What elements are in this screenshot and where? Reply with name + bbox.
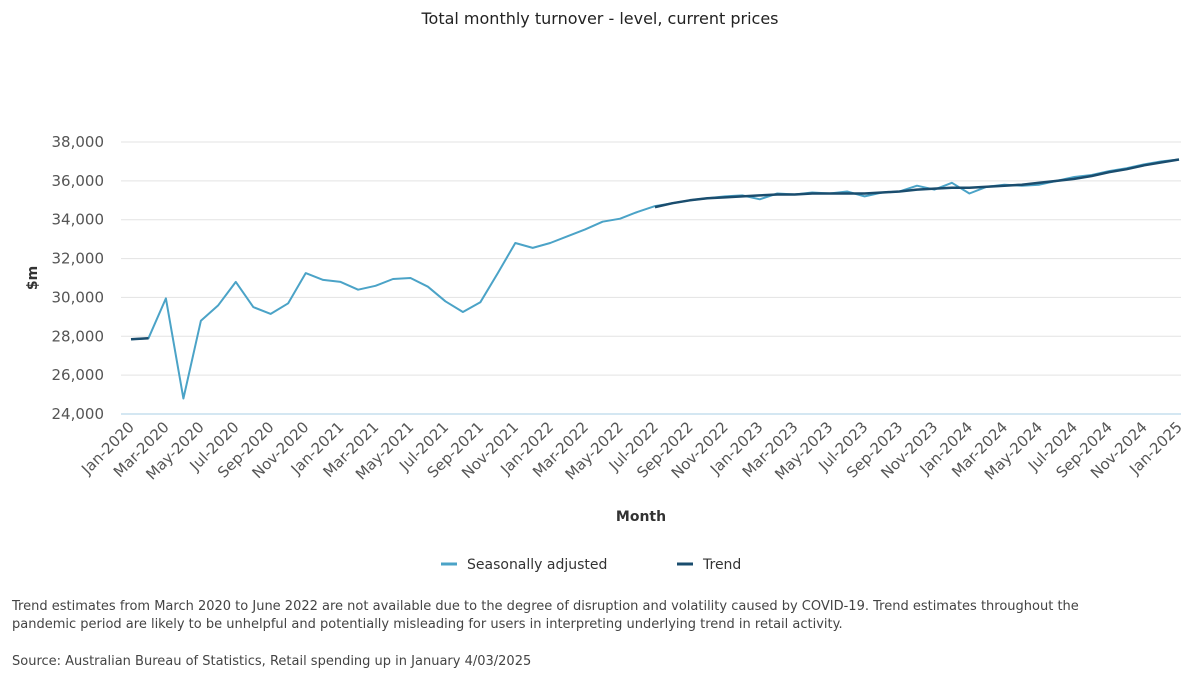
y-tick-label: 28,000 [52, 327, 105, 345]
legend-label: Seasonally adjusted [467, 557, 607, 573]
chart: Total monthly turnover - level, current … [25, 9, 1186, 573]
y-tick-label: 34,000 [52, 211, 105, 229]
footnote: Trend estimates from March 2020 to June … [12, 599, 1079, 632]
y-tick-label: 38,000 [52, 133, 105, 151]
y-tick-label: 36,000 [52, 172, 105, 190]
y-tick-label: 32,000 [52, 250, 105, 268]
y-tick-label: 24,000 [52, 405, 105, 423]
line-series [130, 158, 1180, 400]
legend-label: Trend [702, 557, 741, 573]
line-series [130, 158, 1180, 341]
y-tick-label: 30,000 [52, 288, 105, 306]
chart-title: Total monthly turnover - level, current … [420, 9, 778, 28]
x-axis-label: Month [616, 509, 666, 525]
y-tick-label: 26,000 [52, 366, 105, 384]
source: Source: Australian Bureau of Statistics,… [12, 654, 532, 669]
y-axis-label: $m [25, 266, 41, 290]
